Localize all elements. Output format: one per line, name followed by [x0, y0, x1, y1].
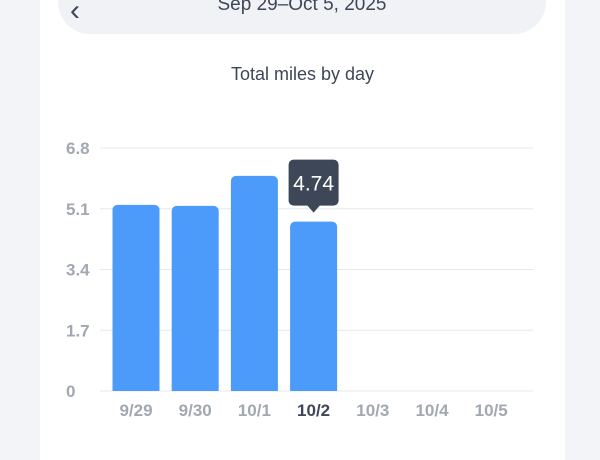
chart-title: Total miles by day [230, 64, 375, 84]
x-tick-label: 10/2 [297, 401, 330, 420]
scroll-gutter [583, 0, 600, 450]
y-tick-label: 1.7 [66, 321, 90, 340]
tooltip [288, 159, 339, 206]
tooltip-pointer [306, 204, 321, 213]
x-tick-label: 10/5 [475, 401, 508, 420]
bar-base [112, 385, 160, 391]
y-tick-label: 3.4 [66, 261, 90, 280]
bar-chart: 0 1.7 3.4 5.1 6.8 9/29 9/30 10/1 10/2 4.74 10/3 10/… [66, 139, 533, 420]
y-tick-label: 6.8 [66, 139, 90, 158]
date-range-label: Sep 29–Oct 5, 2025 [217, 0, 387, 15]
x-tick-label: 9/30 [179, 401, 212, 420]
y-tick-label: 5.1 [66, 200, 90, 219]
chevron-left-icon[interactable]: ‹ [70, 0, 80, 27]
bar-10-1[interactable] [230, 175, 278, 391]
bar-10-2[interactable] [290, 221, 338, 391]
bar-9-29[interactable] [112, 204, 160, 391]
x-tick-label: 10/3 [356, 401, 389, 420]
x-tick-label: 10/4 [415, 401, 449, 420]
tooltip-value: 4.74 [293, 173, 334, 196]
x-tick-label: 9/29 [119, 401, 152, 420]
bar-9-30[interactable] [171, 205, 219, 391]
y-tick-label: 0 [66, 382, 75, 401]
bar-base [171, 385, 219, 391]
date-range-selector[interactable] [58, 0, 546, 34]
bar-base [230, 385, 278, 391]
x-tick-label: 10/1 [238, 401, 271, 420]
bar-base [290, 385, 338, 391]
